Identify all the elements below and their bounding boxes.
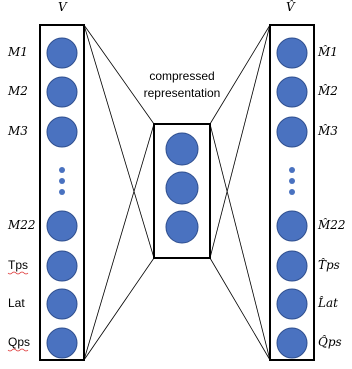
input-label-m3: M3: [7, 124, 28, 138]
edge: [209, 24, 271, 125]
output-layer-title: V̂: [286, 0, 296, 14]
edge: [209, 24, 271, 259]
input-label-qps: Qps: [8, 335, 30, 349]
output-label-m2-hat: M̂2: [317, 83, 338, 98]
input-node: [46, 116, 78, 148]
bottleneck-layer: compressed representation: [144, 69, 221, 259]
input-label-m1: M1: [7, 45, 28, 59]
output-layer-box: [269, 24, 315, 361]
input-node: [46, 327, 78, 359]
edges: [83, 24, 271, 361]
spellcheck-underline: [7, 271, 29, 275]
bottleneck-node: [165, 210, 199, 244]
input-layer-box: [39, 24, 85, 361]
input-node: [46, 210, 78, 242]
bottleneck-node: [165, 171, 199, 205]
output-node: [276, 250, 308, 282]
input-label-m2: M2: [7, 84, 28, 98]
bottleneck-caption-line2: representation: [144, 86, 221, 100]
output-label-m3-hat: M̂3: [317, 123, 338, 138]
bottleneck-caption-line1: compressed: [149, 69, 214, 83]
input-label-m22: M22: [7, 218, 36, 232]
output-label-qps-hat: Q̂ps: [318, 334, 342, 349]
edge: [83, 257, 155, 361]
ellipsis-dot: [289, 178, 295, 184]
output-node: [276, 116, 308, 148]
edge: [83, 123, 155, 361]
spellcheck-underline: [7, 348, 29, 352]
input-label-lat: Lat: [8, 296, 25, 310]
edge: [209, 257, 271, 361]
input-label-tps: Tps: [8, 258, 28, 272]
output-label-lat-hat: L̂at: [317, 295, 338, 310]
ellipsis-dot: [289, 167, 295, 173]
output-node: [276, 288, 308, 320]
output-label-tps-hat: T̂ps: [318, 257, 340, 272]
output-layer: V̂ M̂1 M̂2 M̂3 M̂22 T̂ps L̂at Q̂ps: [269, 0, 346, 361]
ellipsis-dot: [59, 167, 65, 173]
input-node: [46, 76, 78, 108]
input-node: [46, 37, 78, 69]
input-layer-title: V: [58, 0, 68, 14]
output-label-m22-hat: M̂22: [317, 217, 346, 232]
input-layer: V M1 M2 M3 M22 Tps Lat Qps: [7, 0, 85, 361]
output-label-m1-hat: M̂1: [317, 44, 338, 59]
bottleneck-box: [153, 123, 211, 259]
output-node: [276, 327, 308, 359]
output-node: [276, 76, 308, 108]
input-node: [46, 288, 78, 320]
edge: [209, 123, 271, 361]
ellipsis-dot: [289, 189, 295, 195]
edge: [83, 24, 155, 259]
output-node: [276, 37, 308, 69]
ellipsis-dot: [59, 189, 65, 195]
ellipsis-dot: [59, 178, 65, 184]
bottleneck-node: [165, 132, 199, 166]
edge: [83, 24, 155, 125]
output-node: [276, 210, 308, 242]
input-node: [46, 250, 78, 282]
